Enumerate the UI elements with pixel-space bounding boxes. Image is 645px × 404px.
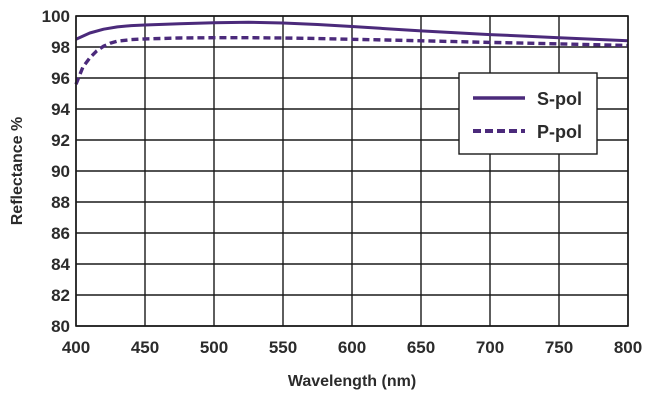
legend-label-p-pol: P-pol [537,122,582,142]
series-line-s-pol [75,20,629,43]
x-tick-label: 800 [614,338,642,357]
x-tick-label: 550 [269,338,297,357]
plot-frame [75,15,629,327]
legend: S-pol P-pol [458,72,598,155]
x-tick-label: 650 [407,338,435,357]
legend-box [458,72,598,155]
y-axis-label: Reflectance % [9,117,26,226]
y-tick-label: 86 [51,224,70,243]
x-axis-label: Wavelength (nm) [288,373,416,390]
x-tick-label: 450 [131,338,159,357]
y-tick-label: 94 [51,100,70,119]
series-line-p-pol [74,36,629,85]
x-tick-label: 400 [62,338,90,357]
legend-label-s-pol: S-pol [537,89,582,109]
y-tick-label: 82 [51,286,70,305]
y-tick-label: 98 [51,38,70,57]
y-tick-label: 96 [51,69,70,88]
y-axis-ticks: 80 82 84 86 88 90 92 94 96 98 100 [42,7,71,336]
x-tick-label: 750 [545,338,573,357]
x-tick-label: 500 [200,338,228,357]
x-axis-ticks: 400 450 500 550 600 650 700 750 800 [62,338,642,357]
x-tick-label: 700 [476,338,504,357]
grid [75,15,629,327]
y-tick-label: 88 [51,193,70,212]
y-tick-label: 100 [42,7,70,26]
series-lines [74,20,629,85]
y-tick-label: 80 [51,317,70,336]
y-tick-label: 90 [51,162,70,181]
y-tick-label: 92 [51,131,70,150]
y-tick-label: 84 [51,255,70,274]
x-tick-label: 600 [338,338,366,357]
